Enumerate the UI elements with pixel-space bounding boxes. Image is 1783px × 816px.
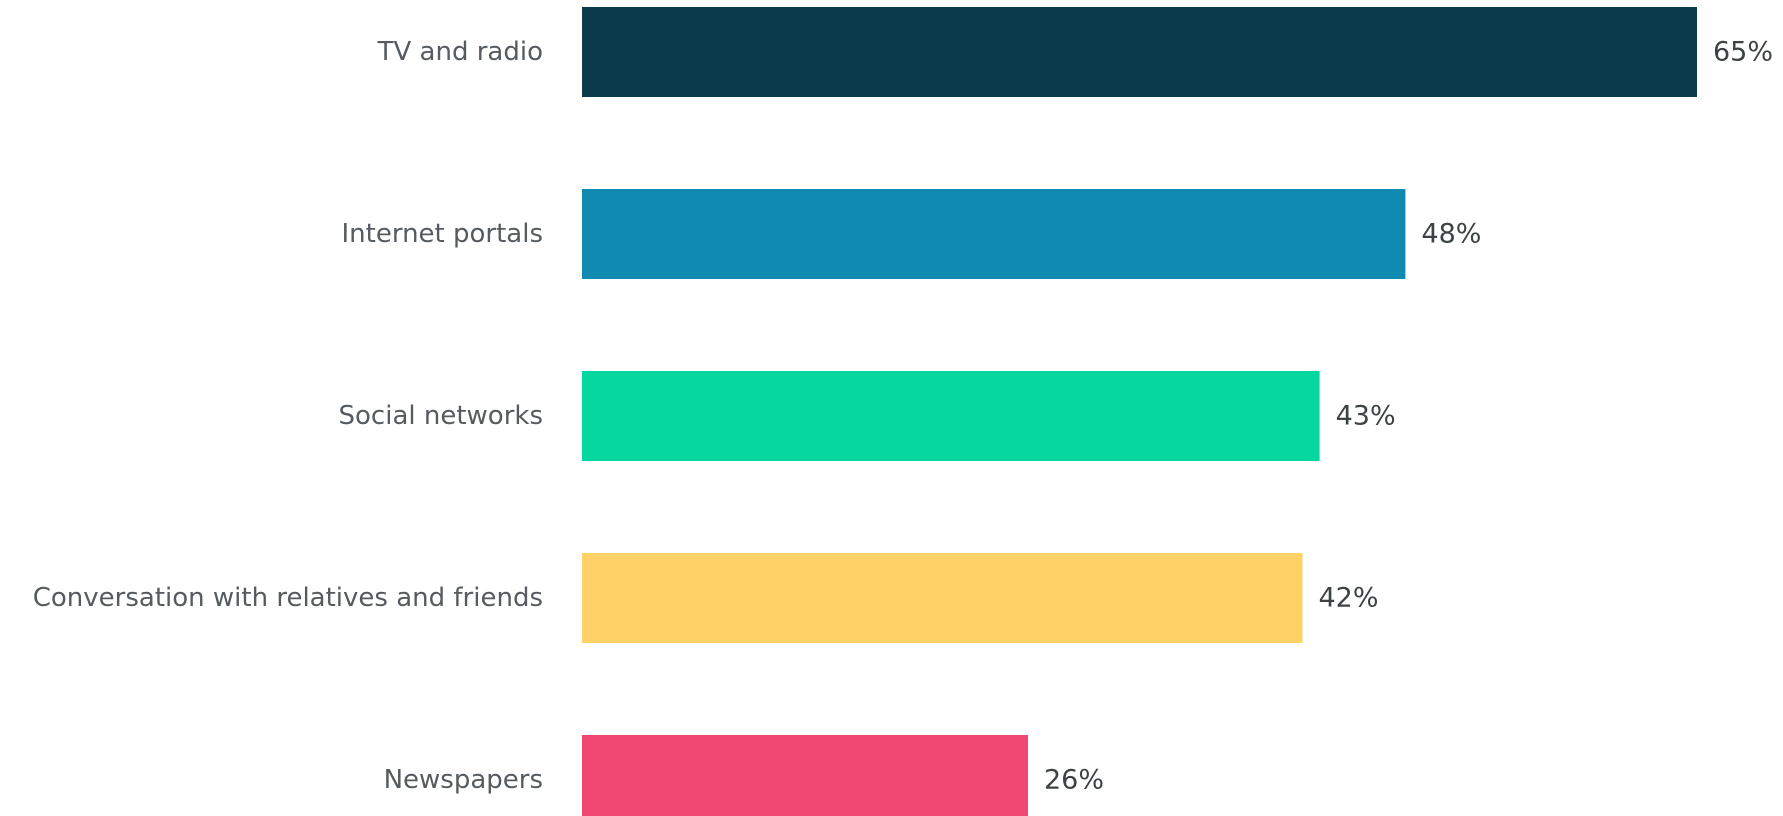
- bar-tv-and-radio: [582, 7, 1697, 97]
- category-label-social-networks: Social networks: [339, 401, 543, 431]
- value-label-social-networks: 43%: [1336, 401, 1396, 432]
- category-label-internet-portals: Internet portals: [342, 219, 544, 249]
- value-label-tv-and-radio: 65%: [1713, 37, 1773, 68]
- bar-conversation-with-relatives-and-friends: [582, 553, 1303, 643]
- category-label-conversation-with-relatives-and-friends: Conversation with relatives and friends: [33, 583, 543, 613]
- value-label-conversation-with-relatives-and-friends: 42%: [1319, 583, 1379, 614]
- bars: [582, 7, 1697, 816]
- bar-newspapers: [582, 735, 1028, 816]
- bar-social-networks: [582, 371, 1320, 461]
- category-label-tv-and-radio: TV and radio: [377, 37, 543, 67]
- bar-internet-portals: [582, 189, 1406, 279]
- category-labels: TV and radio Internet portals Social netwo…: [33, 37, 543, 795]
- value-label-internet-portals: 48%: [1421, 219, 1481, 250]
- category-label-newspapers: Newspapers: [384, 765, 543, 795]
- value-label-newspapers: 26%: [1044, 765, 1104, 796]
- value-labels: 65% 48% 43% 42% 26%: [1044, 37, 1773, 796]
